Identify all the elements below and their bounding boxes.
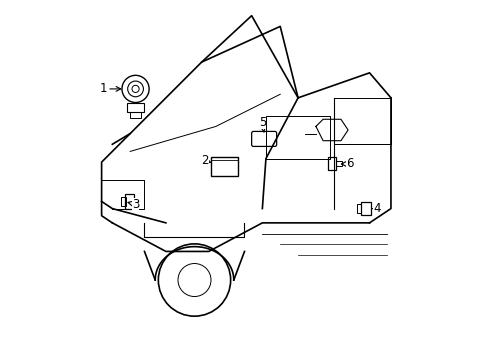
Text: 1: 1 [100,82,121,95]
Bar [356,204,361,213]
Bar [327,157,336,170]
Text: 4: 4 [372,202,380,215]
Text: 6: 6 [341,157,353,170]
Bar [336,161,341,166]
Bar [124,194,134,208]
Text: 3: 3 [128,198,139,211]
Bar [126,103,144,112]
Bar [211,157,238,176]
Text: 2: 2 [201,154,211,167]
Bar [360,202,370,215]
Bar [121,197,125,206]
Text: 5: 5 [258,116,265,132]
Bar [130,112,141,118]
